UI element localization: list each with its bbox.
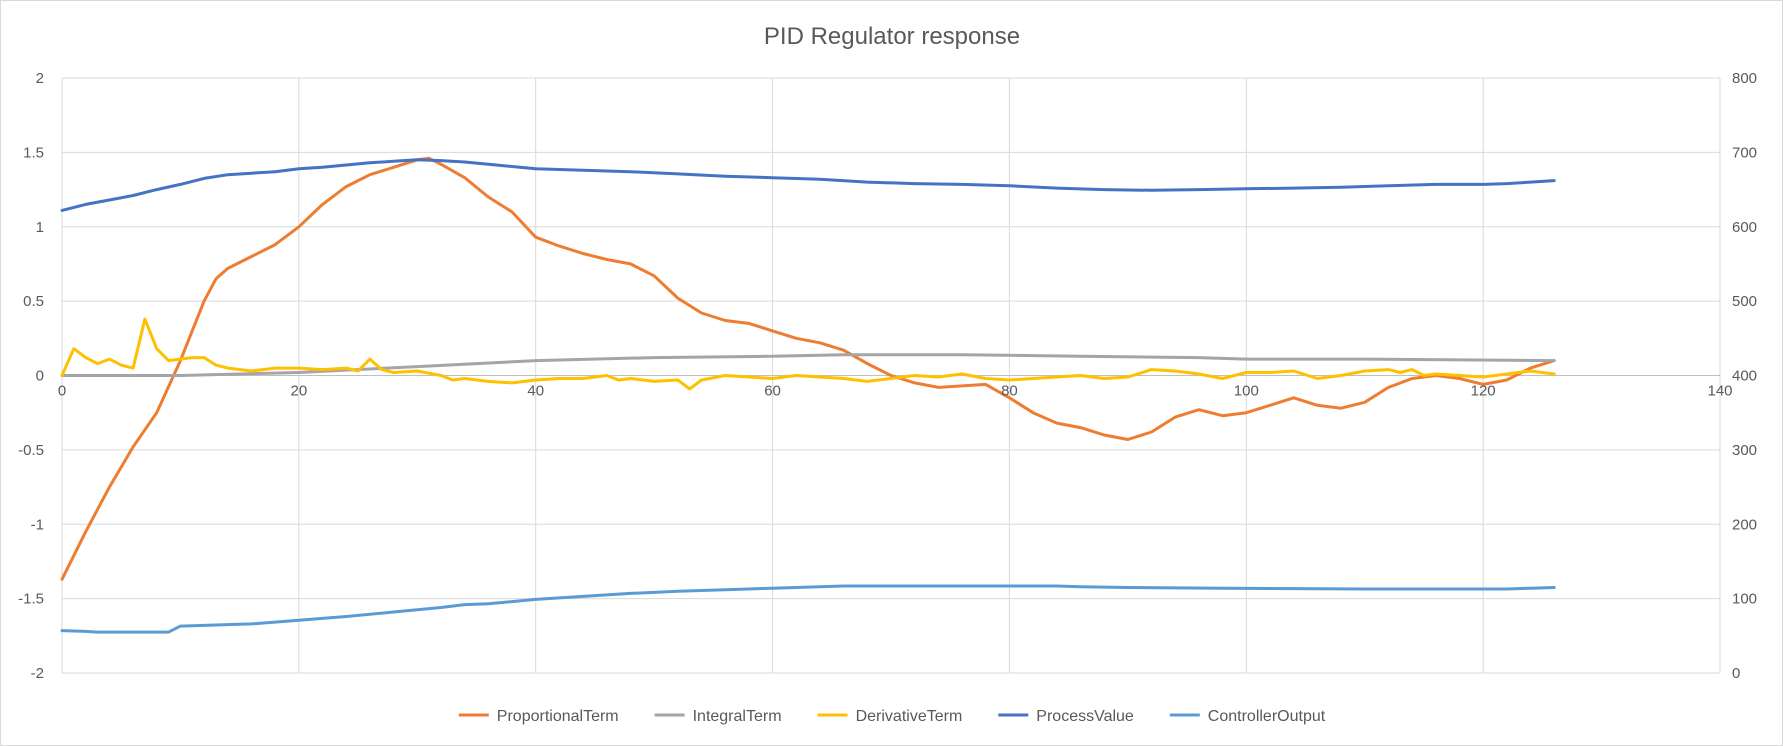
- y-left-tick-label: 1.5: [23, 144, 44, 161]
- y-left-tick-label: 0: [36, 368, 44, 385]
- legend-label: IntegralTerm: [693, 708, 782, 725]
- chart-title: PID Regulator response: [764, 23, 1020, 50]
- x-tick-label: 40: [527, 383, 544, 400]
- axis-tick-labels: 0 20 40 60 80 100 120 140-2-1.5-1-0.500.511.520…: [18, 70, 1757, 682]
- series-line-processvalue: [60, 158, 1556, 212]
- series-line-integralterm: [60, 353, 1556, 377]
- x-tick-label: 120: [1471, 383, 1496, 400]
- y-right-tick-label: 200: [1732, 516, 1757, 533]
- series-lines: [60, 156, 1556, 634]
- y-left-tick-label: -0.5: [18, 442, 44, 459]
- y-left-tick-label: -1: [31, 516, 44, 533]
- legend-item-proportionalterm: ProportionalTerm: [458, 708, 619, 725]
- x-tick-label: 60: [764, 383, 781, 400]
- series-line-derivativeterm: [60, 317, 1556, 391]
- legend-label: DerivativeTerm: [856, 708, 963, 725]
- y-right-tick-label: 400: [1732, 368, 1757, 385]
- legend-label: ProcessValue: [1036, 708, 1134, 725]
- y-right-tick-label: 0: [1732, 665, 1740, 682]
- x-tick-label: 20: [291, 383, 308, 400]
- y-right-tick-label: 600: [1732, 219, 1757, 236]
- y-right-tick-label: 100: [1732, 591, 1757, 608]
- y-left-tick-label: -2: [31, 665, 44, 682]
- series-line-proportionalterm: [60, 156, 1556, 581]
- legend-item-controlleroutput: ControllerOutput: [1169, 708, 1326, 725]
- y-left-tick-label: -1.5: [18, 591, 44, 608]
- legend: ProportionalTerm IntegralTerm DerivativeTe…: [458, 708, 1326, 725]
- y-right-tick-label: 800: [1732, 70, 1757, 87]
- y-left-tick-label: 1: [36, 219, 44, 236]
- legend-label: ProportionalTerm: [497, 708, 619, 725]
- legend-label: ControllerOutput: [1208, 708, 1326, 725]
- x-tick-label: 0: [58, 383, 66, 400]
- legend-item-processvalue: ProcessValue: [998, 708, 1134, 725]
- legend-item-derivativeterm: DerivativeTerm: [817, 708, 963, 725]
- y-right-tick-label: 700: [1732, 144, 1757, 161]
- y-right-tick-label: 300: [1732, 442, 1757, 459]
- y-right-tick-label: 500: [1732, 293, 1757, 310]
- x-tick-label: 140: [1707, 383, 1732, 400]
- y-left-tick-label: 0.5: [23, 293, 44, 310]
- x-tick-label: 80: [1001, 383, 1018, 400]
- y-left-tick-label: 2: [36, 70, 44, 87]
- legend-item-integralterm: IntegralTerm: [654, 708, 782, 725]
- series-line-controlleroutput: [60, 584, 1556, 634]
- x-tick-label: 100: [1234, 383, 1259, 400]
